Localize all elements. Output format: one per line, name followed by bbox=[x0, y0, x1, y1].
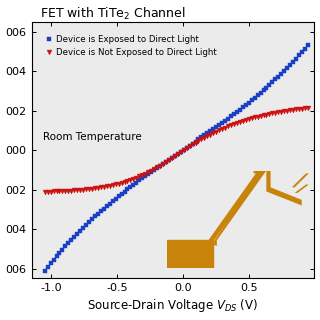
Device is Exposed to Direct Light bbox=[306, 44, 310, 47]
Device is Not Exposed to Direct Light bbox=[306, 106, 310, 110]
Device is Not Exposed to Direct Light bbox=[294, 108, 298, 111]
Text: Room Temperature: Room Temperature bbox=[43, 132, 142, 142]
Device is Exposed to Direct Light bbox=[43, 269, 47, 273]
Device is Not Exposed to Direct Light bbox=[268, 112, 271, 116]
X-axis label: Source-Drain Voltage $V_{DS}$ (V): Source-Drain Voltage $V_{DS}$ (V) bbox=[87, 298, 259, 315]
Legend: Device is Exposed to Direct Light, Device is Not Exposed to Direct Light: Device is Exposed to Direct Light, Devic… bbox=[42, 31, 220, 60]
Line: Device is Not Exposed to Direct Light: Device is Not Exposed to Direct Light bbox=[42, 105, 310, 194]
Line: Device is Exposed to Direct Light: Device is Exposed to Direct Light bbox=[43, 44, 310, 273]
Device is Exposed to Direct Light bbox=[123, 189, 126, 193]
Device is Exposed to Direct Light bbox=[226, 117, 230, 121]
Device is Not Exposed to Direct Light bbox=[43, 190, 47, 194]
Device is Exposed to Direct Light bbox=[294, 57, 298, 60]
Device is Not Exposed to Direct Light bbox=[123, 180, 126, 184]
Device is Not Exposed to Direct Light bbox=[261, 113, 265, 117]
Device is Not Exposed to Direct Light bbox=[226, 124, 230, 128]
Device is Exposed to Direct Light bbox=[261, 88, 265, 92]
Device is Exposed to Direct Light bbox=[268, 83, 271, 87]
Text: FET with TiTe$_2$ Channel: FET with TiTe$_2$ Channel bbox=[40, 5, 186, 22]
Device is Not Exposed to Direct Light bbox=[78, 188, 82, 192]
Device is Exposed to Direct Light bbox=[78, 229, 82, 233]
